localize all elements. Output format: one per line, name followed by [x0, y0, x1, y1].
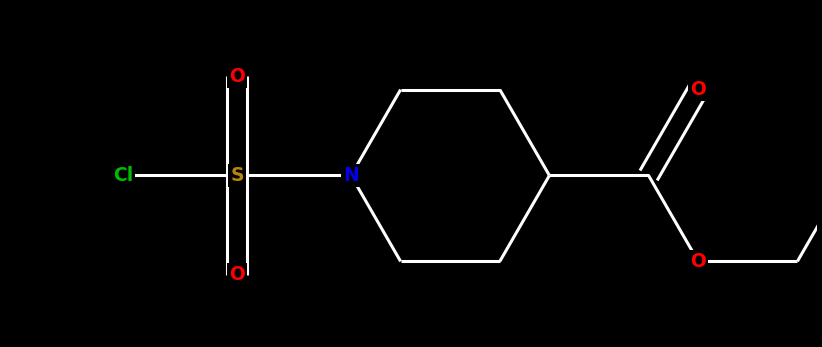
Text: S: S	[230, 166, 244, 185]
Text: N: N	[343, 166, 359, 185]
Text: Cl: Cl	[113, 166, 133, 185]
Text: O: O	[229, 67, 245, 86]
Text: O: O	[229, 265, 245, 284]
Text: O: O	[690, 80, 706, 99]
Text: O: O	[690, 252, 706, 271]
